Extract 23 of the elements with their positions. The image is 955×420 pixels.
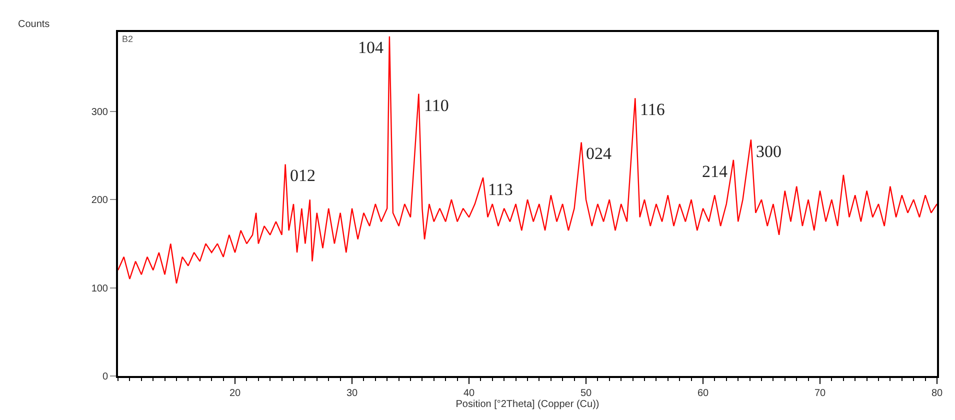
annotation: 110 — [424, 96, 449, 115]
x-tick-label: 40 — [463, 388, 475, 399]
annotation: 214 — [702, 162, 728, 181]
x-tick-label: 80 — [931, 388, 943, 399]
x-axis-title: Position [°2Theta] (Copper (Cu)) — [456, 399, 600, 410]
x-tick-label: 70 — [814, 388, 826, 399]
annotation: B2 — [122, 34, 134, 44]
annotation: 024 — [586, 144, 612, 163]
annotation: 116 — [640, 100, 665, 119]
x-tick-label: 20 — [229, 388, 241, 399]
y-tick-label: 0 — [102, 372, 108, 382]
x-tick-label: 30 — [346, 388, 358, 399]
annotation: 104 — [358, 38, 384, 57]
annotation: 012 — [290, 166, 316, 185]
y-tick-label: 100 — [91, 283, 108, 294]
annotation: 300 — [756, 142, 782, 161]
x-tick-label: 60 — [697, 388, 709, 399]
y-tick-label: 200 — [91, 195, 108, 206]
y-tick-label: 300 — [91, 106, 108, 118]
line-series — [118, 36, 937, 284]
annotation: 113 — [488, 180, 513, 199]
y-axis-title: Counts — [18, 19, 50, 30]
x-tick-label: 50 — [580, 388, 592, 399]
